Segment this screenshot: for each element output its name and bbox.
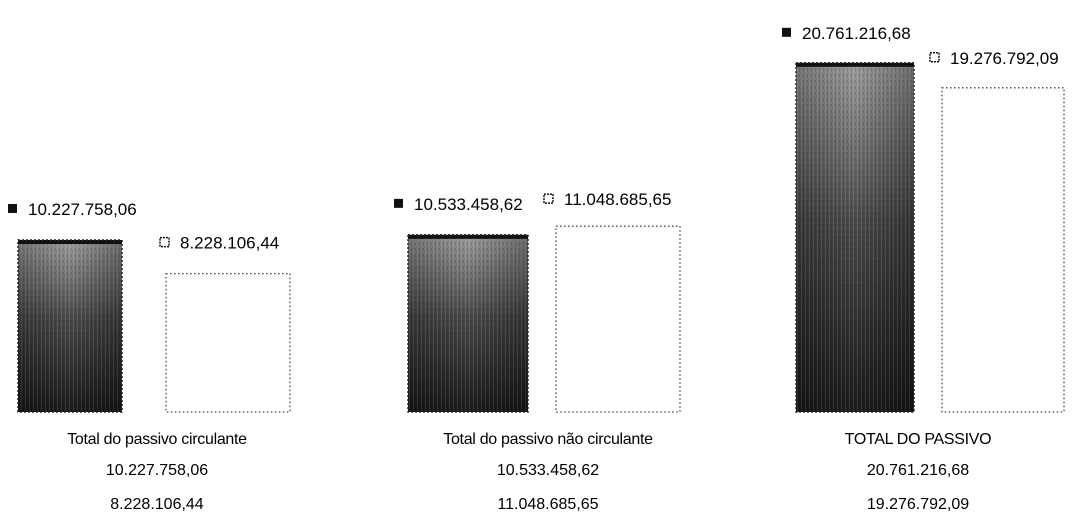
table-value: 10.533.458,62 bbox=[497, 462, 599, 479]
data-label: 10.533.458,62 bbox=[414, 195, 523, 214]
data-label: 8.228.106,44 bbox=[180, 234, 279, 253]
category-label: Total do passivo não circulante bbox=[443, 431, 653, 448]
label-marker-icon bbox=[159, 236, 170, 248]
category-label: TOTAL DO PASSIVO bbox=[845, 431, 992, 448]
table-value: 20.761.216,68 bbox=[867, 462, 969, 479]
table-value: 8.228.106,44 bbox=[110, 496, 204, 513]
label-marker-icon bbox=[929, 52, 940, 63]
bar-outline bbox=[407, 234, 529, 413]
bar-outline bbox=[17, 239, 123, 413]
data-label: 19.276.792,09 bbox=[950, 49, 1059, 68]
bar-series2-1 bbox=[555, 225, 681, 413]
bar-series2-0 bbox=[165, 272, 291, 413]
bar-shade bbox=[408, 234, 528, 412]
bar-shade bbox=[18, 239, 122, 412]
bar-top-edge bbox=[408, 234, 528, 239]
data-label: 20.761.216,68 bbox=[802, 24, 911, 43]
bar-shade bbox=[796, 62, 914, 413]
label-marker-icon bbox=[543, 193, 554, 204]
label-marker-icon bbox=[782, 27, 791, 37]
bar-series2-2 bbox=[941, 87, 1065, 413]
bar-top-edge bbox=[18, 239, 122, 244]
table-value: 10.227.758,06 bbox=[106, 462, 208, 479]
table-value: 11.048.685,65 bbox=[497, 496, 598, 513]
label-marker-icon bbox=[8, 203, 17, 213]
bar-outline bbox=[795, 62, 915, 413]
label-marker-icon bbox=[394, 198, 403, 208]
category-label: Total do passivo circulante bbox=[67, 431, 247, 448]
table-value: 19.276.792,09 bbox=[867, 496, 969, 513]
data-label: 11.048.685,65 bbox=[564, 190, 671, 209]
bar-top-edge bbox=[796, 62, 914, 67]
data-label: 10.227.758,06 bbox=[28, 200, 137, 219]
